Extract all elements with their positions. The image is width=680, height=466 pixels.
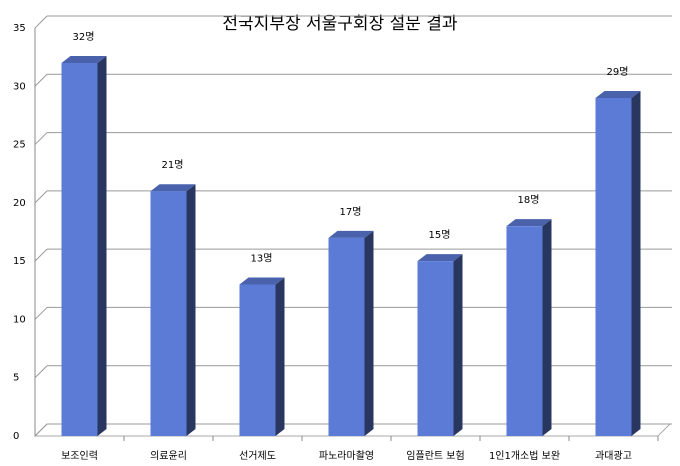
x-tick-label: 과대광고	[595, 450, 632, 462]
y-tick-label: 5	[13, 373, 19, 384]
value-label: 29명	[607, 66, 629, 78]
grid-line	[34, 73, 48, 87]
bar	[417, 261, 454, 436]
y-tick-label: 20	[13, 198, 26, 209]
value-label: 17명	[340, 206, 362, 218]
bar-side	[186, 184, 196, 436]
value-label: 13명	[251, 252, 273, 264]
value-label: 18명	[518, 194, 540, 206]
y-tick-label: 30	[13, 81, 26, 92]
bar	[595, 97, 632, 436]
x-tick-label: 임플란트 보험	[406, 449, 464, 462]
grid-line	[34, 15, 48, 29]
grid-line	[34, 423, 48, 437]
x-tick-label: 선거제도	[239, 450, 276, 462]
bar-top	[61, 55, 107, 63]
value-label: 15명	[429, 229, 451, 241]
bar	[506, 226, 543, 436]
bar-side	[364, 230, 374, 436]
bar-side	[97, 55, 107, 436]
value-label: 21명	[162, 159, 184, 171]
grid-line	[34, 365, 48, 379]
y-tick-label: 25	[13, 140, 26, 151]
x-tick-label: 파노라마촬영	[319, 450, 374, 462]
bar-side	[453, 254, 463, 436]
bar	[239, 284, 276, 436]
bar-top	[150, 184, 196, 192]
bar	[61, 62, 98, 436]
bar-top	[239, 277, 285, 285]
grid-line	[34, 132, 48, 145]
bar	[328, 237, 365, 436]
bar-top	[328, 230, 374, 238]
y-tick-label: 15	[13, 256, 26, 267]
value-label: 32명	[73, 31, 95, 43]
bar-side	[631, 90, 641, 436]
x-tick-label: 1인1개소법 보완	[489, 450, 560, 462]
chart-title: 전국지부장 서울구회장 설문 결과	[222, 14, 458, 34]
y-tick-label: 10	[13, 314, 26, 325]
bar-side	[542, 219, 552, 436]
bar-top	[417, 254, 463, 262]
grid-line	[34, 190, 48, 204]
bar-top	[506, 219, 552, 227]
bar	[150, 191, 187, 436]
y-tick-label: 0	[13, 431, 19, 442]
x-tick-label: 보조인력	[61, 450, 98, 462]
y-tick-label: 35	[13, 23, 26, 34]
bar-top	[595, 90, 641, 98]
grid-line	[34, 248, 48, 262]
bar-side	[275, 277, 285, 436]
x-tick-label: 의료윤리	[150, 450, 187, 462]
grid-line	[34, 307, 48, 320]
